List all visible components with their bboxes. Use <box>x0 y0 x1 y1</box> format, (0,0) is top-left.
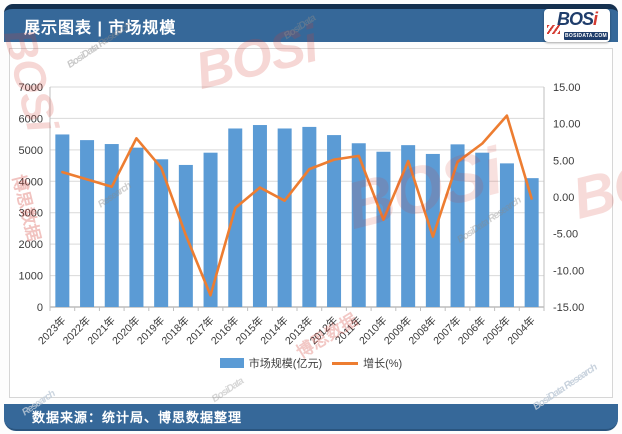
y-axis-label-right: -15.00 <box>553 302 584 314</box>
header: 展示图表 | 市场规模 BOSi BOSIDATA.COM <box>4 4 618 42</box>
logo-stripes-icon <box>547 25 560 34</box>
bar-2012年 <box>327 135 342 307</box>
page-title: 展示图表 | 市场规模 <box>24 19 177 37</box>
bar-2007年 <box>450 144 465 307</box>
y-axis-label-right: 10.00 <box>553 119 581 131</box>
y-axis-label-left: 0 <box>37 302 43 314</box>
legend-item-market-size: 市场规模(亿元) <box>219 355 323 371</box>
bosi-logo-domain: BOSIDATA.COM <box>564 32 608 40</box>
data-source-text: 数据来源：统计局、博思数据整理 <box>32 410 243 425</box>
bar-2019年 <box>154 159 169 307</box>
market-size-combo-chart: 0 1000 2000 3000 4000 5000 6000 7000 -15.00 -10.0… <box>19 82 585 347</box>
line-series-swatch-icon <box>332 361 359 365</box>
bar-2021年 <box>104 144 119 307</box>
bar-2016年 <box>228 128 243 307</box>
bar-2004年 <box>524 178 539 307</box>
y-axis-label-left: 4000 <box>19 176 43 188</box>
chart-legend: 市场规模(亿元) 增长(%) <box>10 355 612 371</box>
x-axis-label: 2012年 <box>307 314 340 347</box>
y-axis-label-left: 6000 <box>19 113 43 125</box>
x-axis-label: 2004年 <box>505 314 538 347</box>
y-axis-label-right: -10.00 <box>553 265 584 277</box>
legend-label-market-size: 市场规模(亿元) <box>248 358 323 370</box>
bar-2017年 <box>203 152 218 307</box>
y-axis-label-right: -5.00 <box>553 229 578 241</box>
y-axis-label-left: 5000 <box>19 145 43 157</box>
bar-2020年 <box>129 147 144 307</box>
header-bar: 展示图表 | 市场规模 BOSi BOSIDATA.COM <box>4 4 618 42</box>
logo-i-accent: i <box>593 9 598 29</box>
y-axis-label-right: 15.00 <box>553 82 581 94</box>
bar-2010年 <box>376 151 391 307</box>
bar-2023年 <box>55 134 70 307</box>
bar-2022年 <box>80 140 95 307</box>
y-axis-label-left: 1000 <box>19 271 43 283</box>
chart-panel: 0 1000 2000 3000 4000 5000 6000 7000 -15.00 -10.0… <box>9 48 613 398</box>
bar-2008年 <box>425 153 440 307</box>
y-axis-label-left: 7000 <box>19 82 43 94</box>
growth-line <box>61 114 533 297</box>
y-axis-label-right: 0.00 <box>553 192 574 204</box>
bar-2009年 <box>401 145 416 307</box>
footer-bar: 数据来源：统计局、博思数据整理 <box>4 404 618 431</box>
bar-series-swatch-icon <box>219 358 244 368</box>
y-axis-label-left: 3000 <box>19 208 43 220</box>
legend-item-growth: 增长(%) <box>332 355 402 371</box>
bar-2006年 <box>475 152 490 307</box>
bosi-logo: BOSi BOSIDATA.COM <box>544 9 610 42</box>
legend-label-growth: 增长(%) <box>363 358 403 370</box>
y-axis-label-left: 2000 <box>19 239 43 251</box>
bar-2005年 <box>499 163 514 307</box>
bar-2013年 <box>302 126 317 308</box>
bar-2011年 <box>351 143 366 307</box>
bosi-logo-text: BOSi <box>557 9 598 29</box>
y-axis-label-right: 5.00 <box>553 155 574 167</box>
bar-2014年 <box>277 128 292 307</box>
bar-2015年 <box>252 125 267 308</box>
